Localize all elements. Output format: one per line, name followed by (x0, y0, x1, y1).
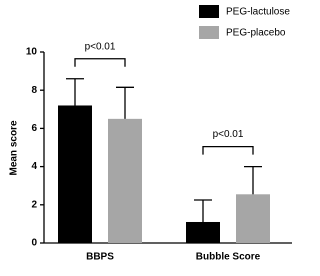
bar (58, 105, 92, 243)
annotation: p<0.01 (85, 41, 116, 52)
x-tick-label: Bubble Score (196, 252, 261, 263)
legend-swatch (199, 5, 219, 18)
significance-bracket (202, 145, 254, 155)
y-tick-label: 8 (31, 85, 37, 96)
annotation: p<0.01 (213, 129, 244, 140)
y-tick-label: 10 (26, 47, 38, 58)
bar (186, 221, 220, 243)
y-tick-label: 6 (31, 123, 37, 134)
legend-label: PEG-lactulose (226, 7, 290, 18)
y-tick-label: 0 (31, 238, 37, 249)
legend-swatch (199, 26, 219, 39)
y-tick-label: 2 (31, 199, 37, 210)
x-tick-label: BBPS (86, 252, 114, 263)
significance-bracket (74, 58, 126, 67)
legend-label: PEG-placebo (226, 28, 286, 39)
y-tick-label: 4 (31, 161, 37, 172)
bar (236, 194, 270, 243)
y-axis-label: Mean score (9, 120, 20, 175)
bar (108, 118, 142, 243)
